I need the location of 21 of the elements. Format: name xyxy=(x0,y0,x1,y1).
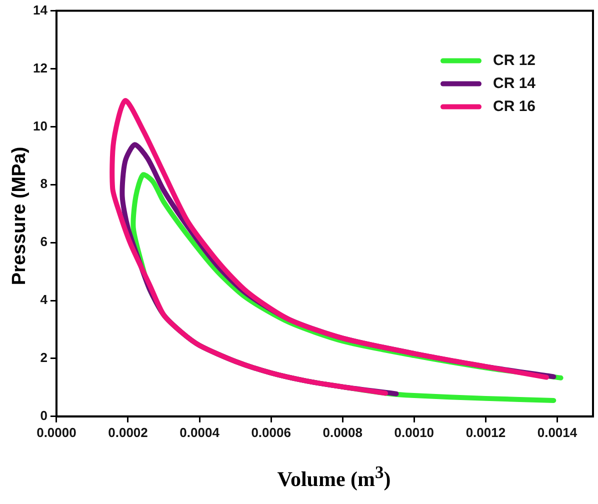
legend-label: CR 16 xyxy=(493,98,536,115)
x-tick-label: 0.0010 xyxy=(394,424,434,440)
y-axis-title: Pressure (MPa) xyxy=(9,146,31,288)
x-tick-label: 0.0004 xyxy=(180,424,220,440)
y-tick-label: 6 xyxy=(40,234,48,250)
x-tick-label: 0.0014 xyxy=(537,424,578,440)
x-tick-label: 0.0012 xyxy=(466,424,506,440)
x-tick-label: 0.0008 xyxy=(322,424,362,440)
x-tick-label: 0.0006 xyxy=(251,424,291,440)
y-tick-label: 10 xyxy=(32,118,48,134)
y-tick-label: 0 xyxy=(40,408,48,423)
x-axis-title: Volume (m$^{3}$) xyxy=(276,462,392,492)
y-tick-label: 8 xyxy=(40,176,48,192)
x-tick-label: 0.0000 xyxy=(36,424,76,440)
x-tick-label: 0.0002 xyxy=(108,424,148,440)
y-tick-label: 4 xyxy=(40,292,48,308)
y-tick-label: 2 xyxy=(40,350,48,366)
legend-label: CR 12 xyxy=(493,52,536,69)
legend-label: CR 14 xyxy=(493,74,536,92)
y-tick-label: 14 xyxy=(32,2,48,18)
y-tick-label: 12 xyxy=(32,60,48,76)
